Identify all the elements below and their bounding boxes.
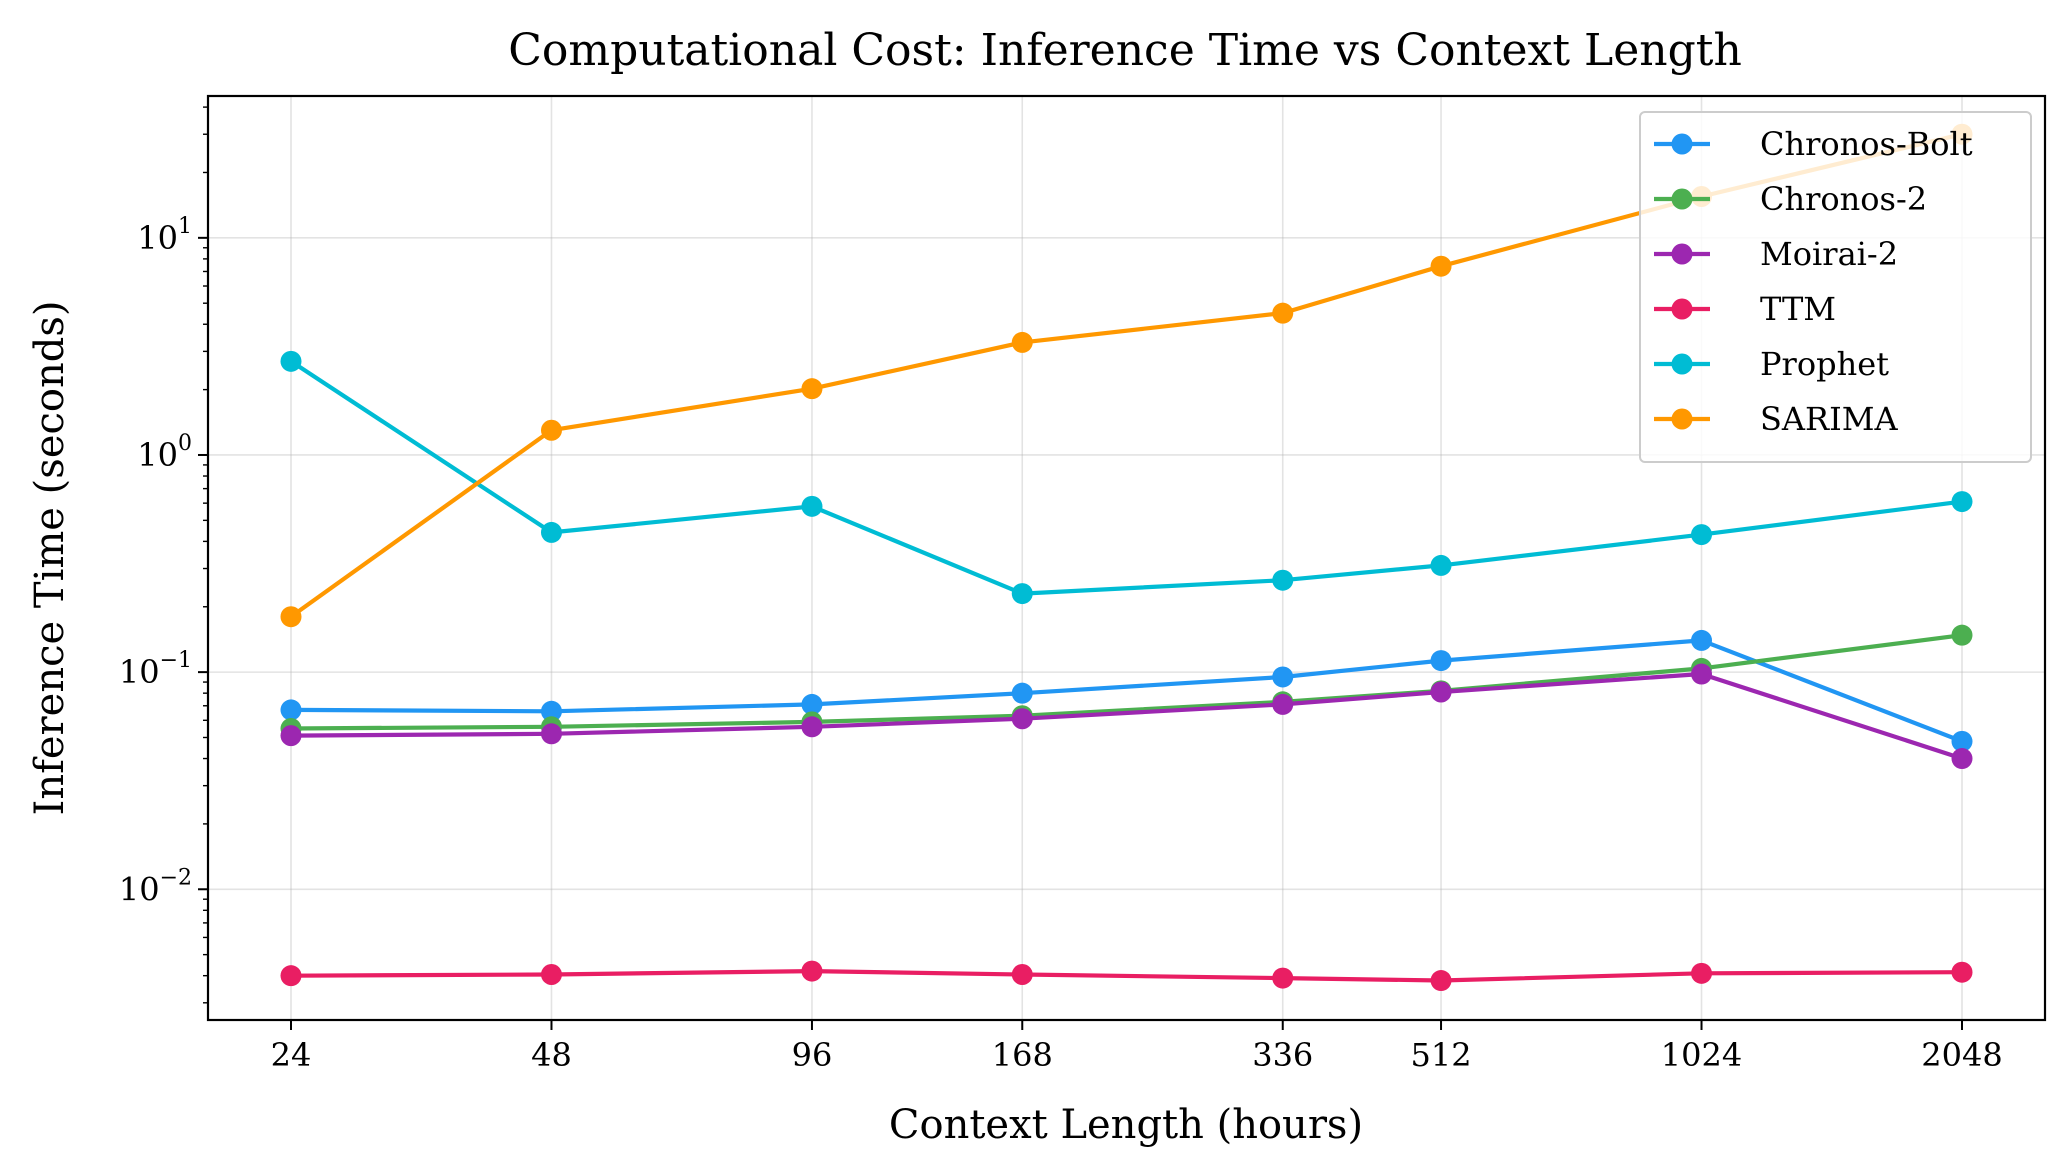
- legend-label: TTM: [1760, 290, 1836, 328]
- data-point: [1430, 255, 1452, 277]
- x-tick-label: 24: [271, 1036, 312, 1074]
- y-axis-label: Inference Time (seconds): [27, 301, 73, 816]
- x-tick-label: 2048: [1921, 1036, 2002, 1074]
- x-axis-label: Context Length (hours): [889, 1102, 1363, 1148]
- series-line: [288, 633, 1965, 731]
- data-point: [280, 350, 302, 372]
- series-line: [288, 359, 1965, 596]
- x-tick-label: 1024: [1661, 1036, 1742, 1074]
- data-point: [1691, 663, 1713, 685]
- legend-entry: TTM: [1654, 290, 1836, 328]
- data-point: [1011, 964, 1033, 986]
- y-tick-label: 10−2: [119, 865, 192, 908]
- legend-entry: Prophet: [1654, 345, 1889, 383]
- data-point: [280, 699, 302, 721]
- data-point: [801, 716, 823, 738]
- data-point: [1272, 693, 1294, 715]
- data-point: [1691, 629, 1713, 651]
- x-tick-label: 48: [531, 1036, 572, 1074]
- data-point: [280, 606, 302, 628]
- data-point: [801, 495, 823, 517]
- data-point: [1430, 681, 1452, 703]
- series-line: [288, 638, 1965, 744]
- plot-frame: [206, 94, 2047, 1022]
- data-point: [1011, 583, 1033, 605]
- legend-marker: [1671, 298, 1693, 320]
- data-point: [1430, 970, 1452, 992]
- data-point: [1691, 962, 1713, 984]
- data-point: [1430, 554, 1452, 576]
- series-chronos-2: [280, 624, 1973, 740]
- chart-title: Computational Cost: Inference Time vs Co…: [508, 25, 1742, 76]
- x-tick-label: 96: [792, 1036, 833, 1074]
- series-layer: [280, 123, 1973, 992]
- legend-label: Moirai-2: [1760, 235, 1898, 273]
- data-point: [1272, 967, 1294, 989]
- legend-entry: Chronos-2: [1654, 180, 1927, 218]
- data-point: [1951, 491, 1973, 513]
- y-tick-label: 10−1: [119, 648, 192, 691]
- data-point: [280, 965, 302, 987]
- data-point: [1011, 331, 1033, 353]
- x-tick-label: 168: [992, 1036, 1053, 1074]
- series-ttm: [280, 960, 1973, 992]
- ticks: 24 48 96 168 336 512 1024 2048 10−2 10−1 100 101: [119, 106, 2003, 1074]
- data-point: [1430, 650, 1452, 672]
- data-point: [1272, 302, 1294, 324]
- y-tick-label: 101: [137, 214, 192, 257]
- series-moirai-2: [280, 663, 1973, 770]
- legend-marker: [1671, 243, 1693, 265]
- series-line: [288, 968, 1965, 983]
- legend-marker: [1671, 353, 1693, 375]
- data-point: [801, 378, 823, 400]
- legend-entry: Moirai-2: [1654, 235, 1898, 273]
- data-point: [1272, 666, 1294, 688]
- legend-marker: [1671, 188, 1693, 210]
- series-line: [288, 671, 1965, 761]
- data-point: [801, 693, 823, 715]
- data-point: [540, 964, 562, 986]
- legend-label: SARIMA: [1760, 400, 1899, 438]
- data-point: [1272, 569, 1294, 591]
- data-point: [1691, 524, 1713, 546]
- legend-marker: [1671, 133, 1693, 155]
- data-point: [1011, 682, 1033, 704]
- data-point: [1951, 624, 1973, 646]
- data-point: [1951, 730, 1973, 752]
- x-tick-label: 512: [1410, 1036, 1471, 1074]
- legend-label: Prophet: [1760, 345, 1889, 383]
- data-point: [280, 725, 302, 747]
- data-point: [540, 723, 562, 745]
- series-chronos-bolt: [280, 629, 1973, 752]
- data-point: [1011, 708, 1033, 730]
- legend-entry: Chronos-Bolt: [1654, 125, 1973, 163]
- data-point: [1951, 748, 1973, 770]
- legend-marker: [1671, 408, 1693, 430]
- series-prophet: [280, 350, 1973, 605]
- data-point: [540, 700, 562, 722]
- legend-entry: SARIMA: [1654, 400, 1899, 438]
- data-point: [1951, 961, 1973, 983]
- data-point: [540, 521, 562, 543]
- legend-label: Chronos-2: [1760, 180, 1927, 218]
- x-tick-label: 336: [1252, 1036, 1313, 1074]
- y-tick-label: 100: [137, 431, 192, 474]
- legend: Chronos-Bolt Chronos-2 Moirai-2 TTM Prophet S…: [1639, 111, 2032, 463]
- data-point: [540, 419, 562, 441]
- legend-box: [1639, 111, 2032, 463]
- legend-label: Chronos-Bolt: [1760, 125, 1973, 163]
- data-point: [801, 960, 823, 982]
